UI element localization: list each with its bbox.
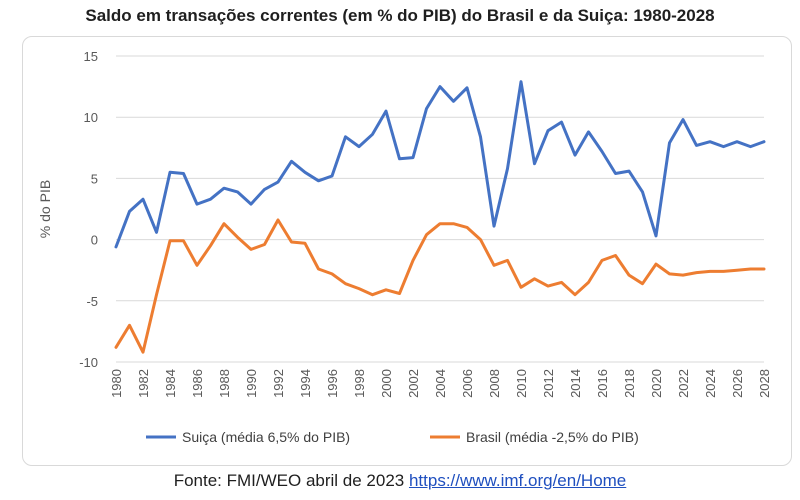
chart-frame [22, 36, 792, 466]
x-tick-label: 1986 [190, 369, 205, 398]
x-tick-label: 2012 [541, 369, 556, 398]
x-tick-label: 2008 [487, 369, 502, 398]
x-tick-label: 1988 [217, 369, 232, 398]
x-tick-label: 1990 [244, 369, 259, 398]
x-tick-label: 2026 [730, 369, 745, 398]
x-tick-label: 2004 [433, 369, 448, 398]
x-tick-label: 1984 [163, 369, 178, 398]
y-tick-label: 10 [84, 110, 98, 125]
x-tick-label: 1996 [325, 369, 340, 398]
x-tick-label: 2000 [379, 369, 394, 398]
y-tick-label: 15 [84, 49, 98, 64]
y-tick-label: -10 [79, 355, 98, 370]
chart-title: Saldo em transações correntes (em % do P… [85, 6, 715, 25]
y-tick-label: 0 [91, 233, 98, 248]
x-tick-label: 2028 [757, 369, 772, 398]
x-tick-label: 2022 [676, 369, 691, 398]
x-tick-label: 1994 [298, 369, 313, 398]
x-tick-label: 2018 [622, 369, 637, 398]
source-prefix: Fonte: FMI/WEO abril de 2023 [173, 471, 409, 490]
series-line-0 [114, 80, 766, 249]
x-tick-label: 1980 [109, 369, 124, 398]
series-line-1 [114, 218, 766, 354]
legend-label-1: Brasil (média -2,5% do PIB) [466, 429, 639, 445]
x-tick-label: 2010 [514, 369, 529, 398]
x-tick-label: 1982 [136, 369, 151, 398]
x-tick-label: 1998 [352, 369, 367, 398]
x-tick-label: 2024 [703, 369, 718, 398]
source-note: Fonte: FMI/WEO abril de 2023 https://www… [0, 471, 800, 491]
x-tick-label: 2006 [460, 369, 475, 398]
x-tick-label: 2014 [568, 369, 583, 398]
legend-label-0: Suiça (média 6,5% do PIB) [182, 429, 350, 445]
y-tick-label: -5 [86, 294, 98, 309]
source-link[interactable]: https://www.imf.org/en/Home [408, 471, 627, 490]
x-tick-label: 1992 [271, 369, 286, 398]
x-tick-label: 2002 [406, 369, 421, 398]
y-tick-label: 5 [91, 171, 98, 186]
y-axis-label: % do PIB [37, 180, 53, 238]
x-tick-label: 2020 [649, 369, 664, 398]
x-tick-label: 2016 [595, 369, 610, 398]
